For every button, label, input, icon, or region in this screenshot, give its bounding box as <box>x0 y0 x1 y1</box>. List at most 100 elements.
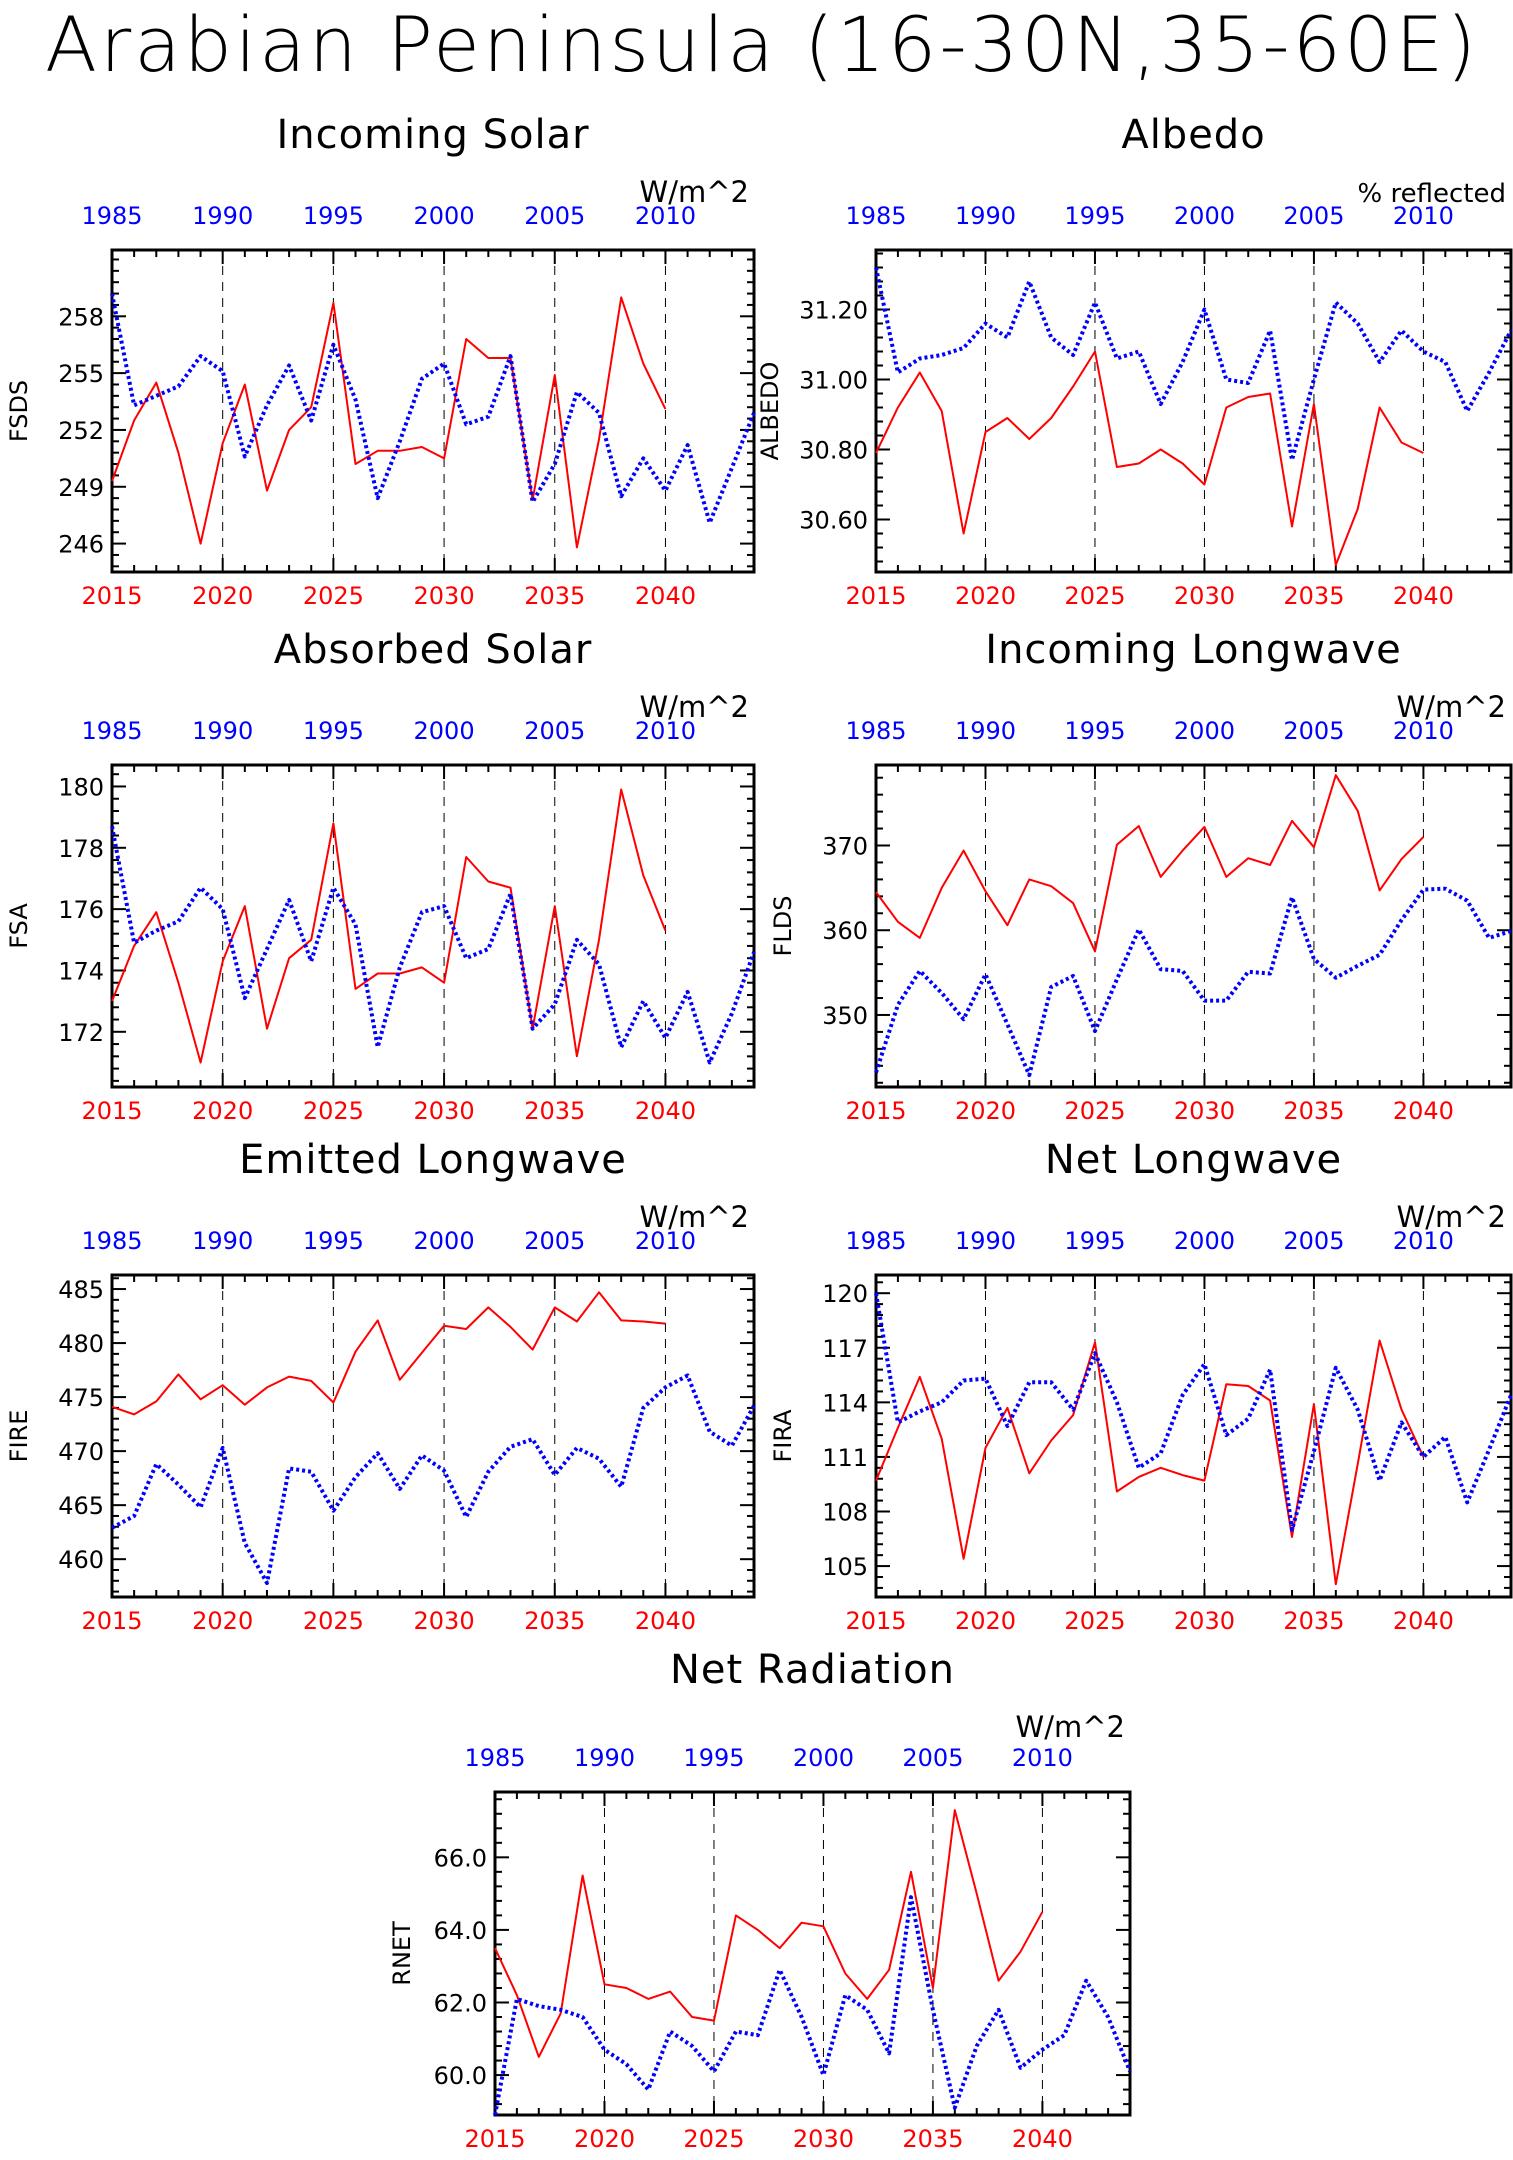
y-tick-label: 31.00 <box>799 367 868 395</box>
units-label: W/m^2 <box>640 1200 749 1234</box>
x-bottom-tick-label: 2025 <box>303 582 364 610</box>
x-top-tick-label: 2000 <box>414 202 475 230</box>
x-bottom-tick-label: 2020 <box>955 1097 1016 1125</box>
chart-title: Albedo <box>1121 112 1265 158</box>
y-tick-label: 64.0 <box>434 1917 487 1945</box>
x-bottom-tick-label: 2030 <box>1174 1607 1235 1635</box>
chart-title: Incoming Longwave <box>985 627 1401 673</box>
y-tick-label: 180 <box>58 773 104 801</box>
x-bottom-tick-label: 2020 <box>955 1607 1016 1635</box>
x-top-tick-label: 2010 <box>635 1227 696 1255</box>
x-top-tick-label: 1995 <box>1064 202 1125 230</box>
y-tick-label: 30.80 <box>799 437 868 465</box>
net-radiation-panel: Net Radiation W/m^2 60.0 62.0 64.0 66.0 RNET 20… <box>388 1647 1132 2153</box>
x-bottom-tick-label: 2025 <box>303 1097 364 1125</box>
chart-title: Emitted Longwave <box>239 1137 627 1183</box>
x-bottom-tick-label: 2040 <box>635 1607 696 1635</box>
x-top-tick-label: 2000 <box>414 717 475 745</box>
x-top-tick-label: 2000 <box>793 1744 854 1772</box>
x-top-tick-label: 1985 <box>81 717 142 745</box>
y-tick-label: 465 <box>58 1492 104 1520</box>
x-top-tick-label: 1990 <box>955 717 1016 745</box>
x-bottom-tick-label: 2015 <box>845 582 906 610</box>
y-tick-label: 30.60 <box>799 507 868 535</box>
page-title: Arabian Peninsula (16-30N,35-60E) <box>45 0 1480 89</box>
x-bottom-tick-label: 2030 <box>414 1097 475 1125</box>
x-top-tick-label: 1995 <box>1064 1227 1125 1255</box>
x-bottom-tick-label: 2035 <box>524 1097 585 1125</box>
x-top-tick-label: 2000 <box>1174 717 1235 745</box>
x-bottom-tick-label: 2040 <box>1012 2125 1073 2153</box>
obs-series-line <box>110 293 756 525</box>
emitted-longwave-panel: Emitted Longwave W/m^2 460 465 470 475 480 485 F… <box>5 1137 756 1635</box>
x-bottom-tick-label: 2035 <box>902 2125 963 2153</box>
x-bottom-tick-label: 2035 <box>1283 1607 1344 1635</box>
x-bottom-tick-label: 2025 <box>1064 1097 1125 1125</box>
x-top-tick-label: 1985 <box>81 202 142 230</box>
model-series-line <box>111 1291 666 1416</box>
y-tick-label: 475 <box>58 1384 104 1412</box>
plot-frame <box>110 1273 756 1599</box>
x-top-tick-label: 2010 <box>635 717 696 745</box>
x-top-tick-label: 2000 <box>1174 202 1235 230</box>
units-label: % reflected <box>1358 179 1506 209</box>
y-tick-label: 485 <box>58 1276 104 1304</box>
y-tick-label: 460 <box>58 1546 104 1574</box>
units-label: W/m^2 <box>1397 690 1506 724</box>
x-bottom-tick-label: 2020 <box>192 1607 253 1635</box>
x-top-tick-label: 1985 <box>845 1227 906 1255</box>
x-top-tick-label: 2010 <box>1393 202 1454 230</box>
chart-title: Absorbed Solar <box>274 627 593 673</box>
x-top-tick-label: 1990 <box>192 202 253 230</box>
y-tick-label: 360 <box>822 917 868 945</box>
units-label: W/m^2 <box>640 175 749 209</box>
obs-series-line <box>111 1373 756 1585</box>
y-tick-label: 105 <box>822 1553 868 1581</box>
x-bottom-tick-label: 2015 <box>845 1097 906 1125</box>
x-top-tick-label: 2010 <box>1012 1744 1073 1772</box>
units-label: W/m^2 <box>1016 1710 1125 1744</box>
obs-series-line <box>493 1895 1132 2116</box>
y-tick-label: 470 <box>58 1438 104 1466</box>
x-top-tick-label: 1990 <box>192 717 253 745</box>
model-series-line <box>494 1809 1044 2058</box>
x-top-tick-label: 2010 <box>635 202 696 230</box>
x-bottom-tick-label: 2025 <box>1064 582 1125 610</box>
y-tick-label: 108 <box>822 1498 868 1526</box>
units-label: W/m^2 <box>640 690 749 724</box>
x-bottom-tick-label: 2035 <box>524 582 585 610</box>
y-tick-label: 176 <box>58 896 104 924</box>
model-series-line <box>111 788 667 1064</box>
x-bottom-tick-label: 2040 <box>1393 1097 1454 1125</box>
y-axis-label: ALBEDO <box>756 362 784 461</box>
x-bottom-tick-label: 2025 <box>303 1607 364 1635</box>
x-bottom-tick-label: 2040 <box>1393 1607 1454 1635</box>
x-bottom-tick-label: 2030 <box>1174 1097 1235 1125</box>
plot-frame <box>874 1273 1513 1599</box>
y-tick-label: 111 <box>822 1444 868 1472</box>
x-bottom-tick-label: 2020 <box>955 582 1016 610</box>
x-bottom-tick-label: 2030 <box>414 582 475 610</box>
plot-frame <box>874 248 1513 574</box>
y-tick-label: 174 <box>58 957 104 985</box>
x-top-tick-label: 1995 <box>303 1227 364 1255</box>
incoming-solar-panel: Incoming Solar W/m^2 246 249 252 255 258 FSDS 20… <box>5 112 756 610</box>
x-top-tick-label: 1985 <box>81 1227 142 1255</box>
y-tick-label: 480 <box>58 1330 104 1358</box>
x-top-tick-label: 1985 <box>845 202 906 230</box>
x-bottom-tick-label: 2025 <box>683 2125 744 2153</box>
x-top-tick-label: 1985 <box>845 717 906 745</box>
x-top-tick-label: 2005 <box>524 202 585 230</box>
x-top-tick-label: 2005 <box>1283 717 1344 745</box>
y-axis-label: FLDS <box>769 896 797 957</box>
x-bottom-tick-label: 2030 <box>414 1607 475 1635</box>
x-bottom-tick-label: 2015 <box>81 1097 142 1125</box>
y-tick-label: 31.20 <box>799 297 868 325</box>
x-bottom-tick-label: 2015 <box>81 1607 142 1635</box>
x-bottom-tick-label: 2015 <box>81 582 142 610</box>
x-top-tick-label: 2010 <box>1393 1227 1454 1255</box>
x-top-tick-label: 2000 <box>414 1227 475 1255</box>
albedo-panel: Albedo % reflected 30.60 30.80 31.00 31.20 ALB… <box>756 112 1513 610</box>
absorbed-solar-panel: Absorbed Solar W/m^2 172 174 176 178 180 FSA 201… <box>5 627 756 1125</box>
y-tick-label: 114 <box>822 1389 868 1417</box>
